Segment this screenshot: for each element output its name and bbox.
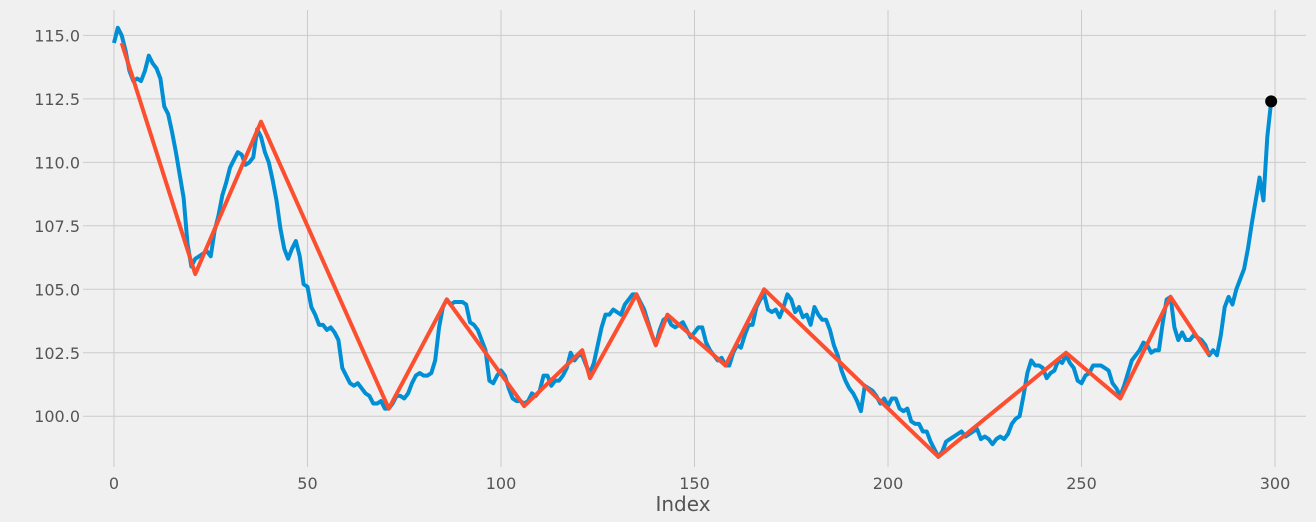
y-tick-label: 100.0 xyxy=(34,407,80,426)
grid xyxy=(83,10,1306,467)
x-axis-label: Index xyxy=(655,492,710,516)
marker-layer xyxy=(1265,95,1278,108)
y-tick-label: 107.5 xyxy=(34,217,80,236)
x-tick-label: 250 xyxy=(1066,474,1097,493)
x-tick-label: 200 xyxy=(873,474,904,493)
tick-labels: 0 50 100 150 200 250 300 100.0 102.5 105.0 107.5 11… xyxy=(34,26,1290,493)
x-tick-label: 100 xyxy=(486,474,517,493)
x-tick-label: 300 xyxy=(1260,474,1291,493)
x-tick-label: 150 xyxy=(679,474,710,493)
y-tick-label: 112.5 xyxy=(34,90,80,109)
y-tick-label: 102.5 xyxy=(34,344,80,363)
series-layer xyxy=(112,25,1274,459)
y-tick-label: 115.0 xyxy=(34,26,80,45)
zigzag-series-line xyxy=(119,42,1211,459)
y-tick-label: 105.0 xyxy=(34,280,80,299)
y-tick-label: 110.0 xyxy=(34,153,80,172)
x-tick-label: 50 xyxy=(297,474,317,493)
x-tick-label: 0 xyxy=(109,474,119,493)
last-point-marker xyxy=(1265,95,1278,108)
